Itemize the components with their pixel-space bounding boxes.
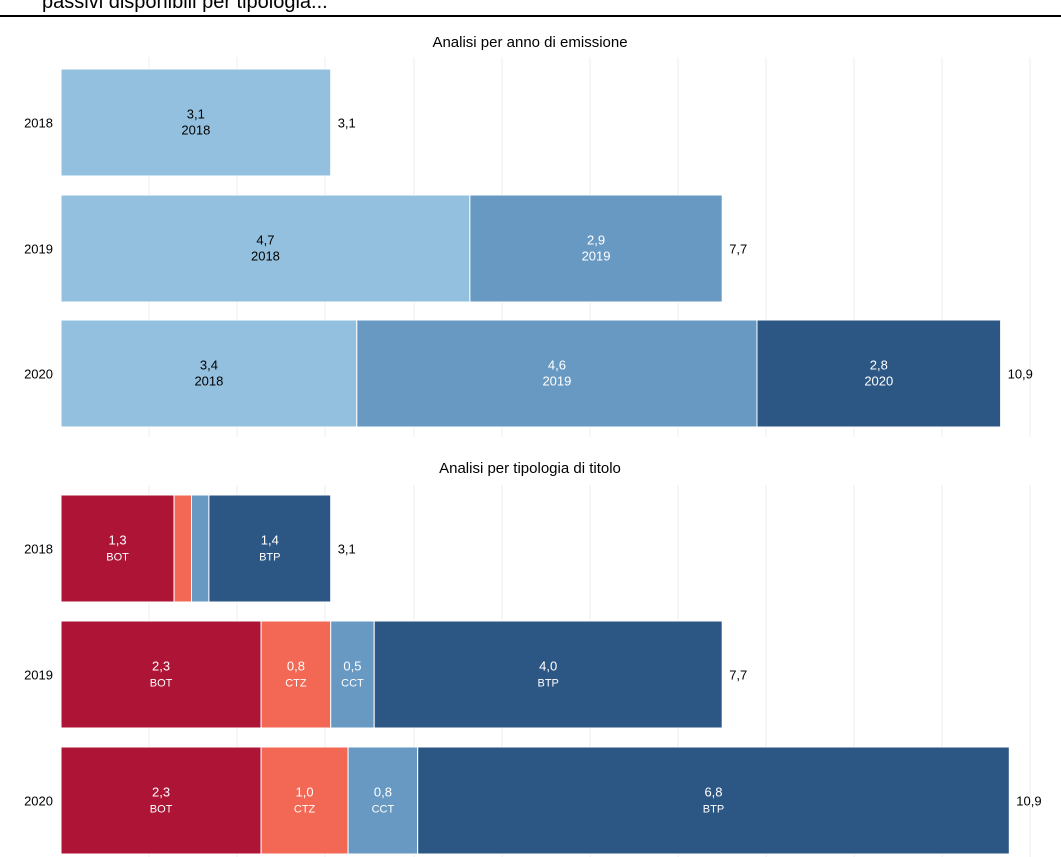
bar-series-label: BTP (537, 678, 558, 690)
bar-value-label: 1,3 (109, 533, 127, 548)
bar-series-label: 2018 (251, 249, 280, 264)
bar-series-label: 2019 (542, 374, 571, 389)
bar-series-label: 2020 (864, 374, 893, 389)
bar-series-label: CCT (341, 678, 364, 690)
bar-segment (60, 746, 262, 855)
bar-segment (60, 620, 262, 729)
bar-value-label: 2,9 (587, 233, 605, 248)
bar-series-label: BOT (150, 804, 173, 816)
bar-series-label: BOT (106, 552, 129, 564)
bar-segment (60, 494, 175, 603)
bar-value-label: 2,8 (870, 358, 888, 373)
bar-segment (330, 620, 375, 729)
bar-value-label: 2,3 (152, 785, 170, 800)
bar-total-label: 3,1 (338, 116, 356, 131)
bar-value-label: 4,7 (256, 233, 274, 248)
bar-segment (208, 494, 332, 603)
bar-total-label: 7,7 (729, 668, 747, 683)
bar-segment (60, 194, 471, 303)
bar-segment (60, 68, 332, 177)
category-label: 2020 (24, 794, 53, 809)
bar-value-label: 0,8 (287, 659, 305, 674)
bar-segment (191, 494, 210, 603)
bar-segment (356, 319, 758, 428)
bar-value-label: 2,3 (152, 659, 170, 674)
bar-series-label: 2019 (582, 249, 611, 264)
bar-value-label: 4,6 (548, 358, 566, 373)
bar-total-label: 3,1 (338, 542, 356, 557)
chart-title: Analisi per tipologia di titolo (439, 460, 621, 477)
bar-segment (260, 746, 349, 855)
bar-series-label: 2018 (181, 123, 210, 138)
bar-value-label: 1,0 (296, 785, 314, 800)
bar-series-label: BOT (150, 678, 173, 690)
category-label: 2019 (24, 668, 53, 683)
bar-segment (756, 319, 1002, 428)
chart-title: Analisi per anno di emissione (432, 34, 627, 51)
bar-segment (347, 746, 419, 855)
bar-total-label: 10,9 (1008, 367, 1033, 382)
bar-segment (469, 194, 723, 303)
bar-value-label: 6,8 (704, 785, 722, 800)
bar-series-label: 2018 (194, 374, 223, 389)
category-label: 2019 (24, 242, 53, 257)
bar-value-label: 4,0 (539, 659, 557, 674)
bar-value-label: 1,4 (261, 533, 279, 548)
category-label: 2018 (24, 116, 53, 131)
bar-segment (260, 620, 332, 729)
bar-series-label: CTZ (294, 804, 316, 816)
header-text: passivi disponibili per tipologia... (42, 0, 328, 13)
bar-value-label: 0,5 (343, 659, 361, 674)
bar-segment (417, 746, 1010, 855)
bar-total-label: 7,7 (729, 242, 747, 257)
category-label: 2018 (24, 542, 53, 557)
bar-segment (173, 494, 193, 603)
bar-series-label: BTP (703, 804, 724, 816)
bar-segment (373, 620, 723, 729)
bar-value-label: 3,4 (200, 358, 218, 373)
bar-value-label: 3,1 (187, 107, 205, 122)
bar-total-label: 10,9 (1016, 794, 1041, 809)
bar-series-label: CTZ (285, 678, 307, 690)
bar-segment (60, 319, 358, 428)
header-rule (0, 15, 1061, 17)
bar-series-label: CCT (372, 804, 395, 816)
bar-value-label: 0,8 (374, 785, 392, 800)
category-label: 2020 (24, 367, 53, 382)
bar-series-label: BTP (259, 552, 280, 564)
